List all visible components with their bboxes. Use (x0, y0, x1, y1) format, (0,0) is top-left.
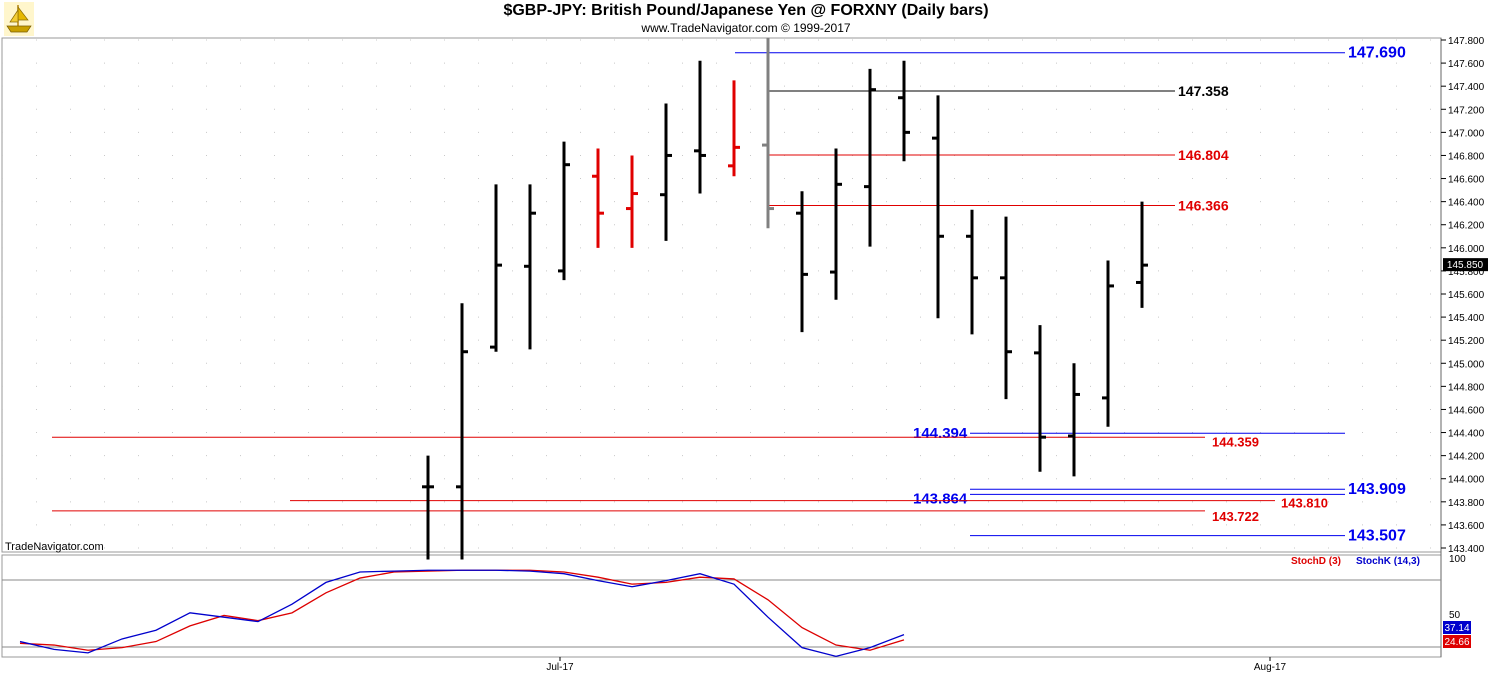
ohlc-bar (490, 184, 502, 352)
sailing-ship-logo-icon (4, 2, 34, 36)
ohlc-bar (1068, 363, 1080, 477)
price-tick-label: 145.400 (1448, 313, 1485, 324)
level-label-143.722: 143.722 (1212, 509, 1259, 524)
price-tick-label: 144.800 (1448, 382, 1485, 393)
current-price-label: 145.850 (1447, 260, 1484, 271)
stoch-d-badge (1443, 635, 1471, 648)
current-price-badge: 145.850 (1443, 258, 1488, 272)
ohlc-bar (1000, 216, 1012, 400)
level-label-143.507: 143.507 (1348, 528, 1406, 545)
price-tick-label: 145.600 (1448, 290, 1485, 301)
stoch-k-line (19, 569, 905, 658)
price-tick-label: 146.200 (1448, 221, 1485, 232)
ohlc-bar (626, 155, 638, 248)
ohlc-bar (1034, 325, 1046, 472)
stoch-d-legend: StochD (3) (1291, 556, 1341, 567)
chart-title: $GBP-JPY: British Pound/Japanese Yen @ F… (503, 2, 989, 19)
chart-frame (1, 37, 1442, 658)
ohlc-bar (558, 141, 570, 281)
ohlc-bars (422, 37, 1148, 560)
level-label-144.394: 144.394 (913, 425, 968, 442)
stochastic-panel: StochD (3) StochK (14,3) 100 50 37.14 24.66 Ju… (2, 554, 1471, 673)
price-tick-label: 147.800 (1448, 36, 1485, 47)
stoch-tick-50: 50 (1449, 610, 1461, 621)
price-tick-label: 147.400 (1448, 82, 1485, 93)
ohlc-bar (932, 95, 944, 319)
level-label-143.909: 143.909 (1348, 481, 1406, 498)
price-tick-label: 146.400 (1448, 198, 1485, 209)
chart-header: $GBP-JPY: British Pound/Japanese Yen @ F… (0, 0, 1492, 38)
price-tick-label: 144.200 (1448, 452, 1485, 463)
ohlc-bar (524, 184, 536, 350)
stoch-d-value: 24.66 (1444, 637, 1469, 648)
level-label-143.864: 143.864 (913, 490, 968, 507)
copyright-text: www.TradeNavigator.com © 1999-2017 (641, 21, 851, 35)
x-axis-label: Jul-17 (546, 662, 574, 673)
ohlc-bar (864, 68, 876, 247)
level-label-143.810: 143.810 (1281, 496, 1328, 511)
price-tick-label: 145.800 (1448, 267, 1485, 278)
price-tick-label: 144.600 (1448, 405, 1485, 416)
stoch-k-value: 37.14 (1444, 623, 1469, 634)
ohlc-bar (456, 303, 468, 560)
price-tick-label: 145.200 (1448, 336, 1485, 347)
ohlc-bar (694, 60, 706, 194)
stoch-k-badge (1443, 621, 1471, 634)
ohlc-bar (796, 191, 808, 333)
price-tick-label: 143.400 (1448, 544, 1485, 555)
ohlc-bar (966, 209, 978, 335)
ohlc-bar (660, 103, 672, 241)
price-tick-label: 147.000 (1448, 128, 1485, 139)
level-label-144.359: 144.359 (1212, 434, 1259, 449)
ohlc-bar (592, 148, 604, 248)
price-tick-label: 144.000 (1448, 475, 1485, 486)
price-tick-label: 143.800 (1448, 498, 1485, 509)
ohlc-bar (422, 455, 434, 560)
price-tick-label: 146.000 (1448, 244, 1485, 255)
price-tick-label: 144.400 (1448, 429, 1485, 440)
ohlc-bar (762, 37, 774, 229)
ohlc-bar (830, 148, 842, 300)
ohlc-bar (728, 80, 740, 177)
price-tick-label: 146.600 (1448, 175, 1485, 186)
price-tick-label: 146.800 (1448, 151, 1485, 162)
price-tick-label: 143.600 (1448, 521, 1485, 532)
level-label-146.366: 146.366 (1178, 198, 1229, 214)
watermark-text: TradeNavigator.com (5, 541, 104, 553)
price-tick-label: 147.600 (1448, 59, 1485, 70)
stoch-k-legend: StochK (14,3) (1356, 556, 1420, 567)
level-label-146.804: 146.804 (1178, 147, 1229, 163)
x-axis-label: Aug-17 (1254, 662, 1287, 673)
stoch-tick-100: 100 (1449, 554, 1466, 565)
price-tick-label: 147.200 (1448, 105, 1485, 116)
ohlc-bar (898, 60, 910, 162)
price-panel-border (1, 37, 1442, 553)
ohlc-bar (1102, 260, 1114, 427)
price-tick-label: 145.000 (1448, 359, 1485, 370)
level-label-147.690: 147.690 (1348, 45, 1406, 62)
price-axis: 147.800 147.600 147.400 147.200 147.000 146.8… (1441, 36, 1485, 555)
level-label-147.358: 147.358 (1178, 83, 1229, 99)
stoch-panel-border (1, 554, 1442, 658)
ohlc-bar (1136, 201, 1148, 308)
